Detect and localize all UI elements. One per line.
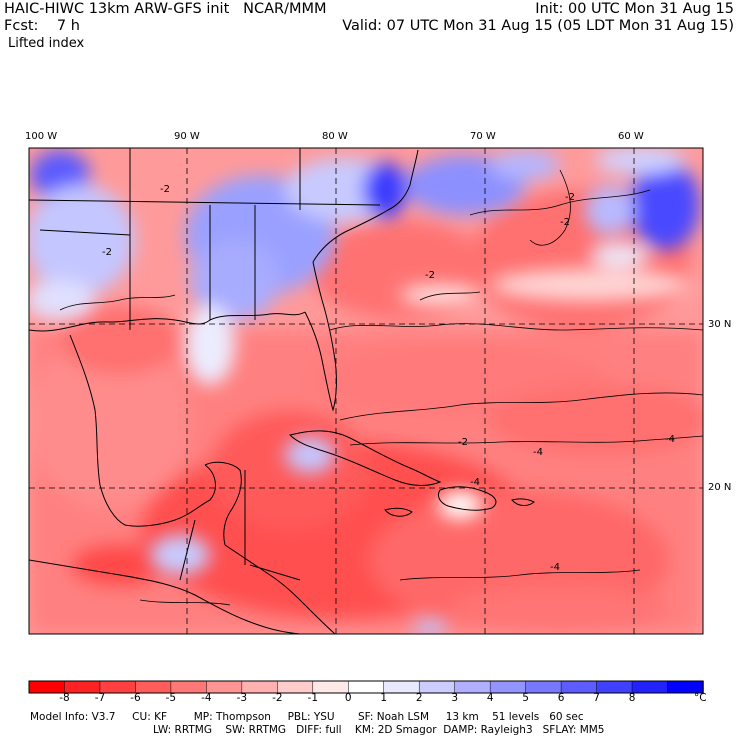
contour-label: -4 [550, 562, 560, 573]
colorbar-outline [28, 680, 704, 694]
contour-label: -4 [533, 447, 543, 458]
colorbar-unit: °C [694, 692, 707, 704]
colorbar-tick-label: -8 [59, 692, 70, 704]
colorbar-tick-label: 1 [380, 692, 388, 704]
colorbar-tick-label: 2 [415, 692, 423, 704]
colorbar-tick-label: 5 [522, 692, 529, 704]
contour-label: -4 [470, 477, 480, 488]
contour-label: -2 [560, 217, 570, 228]
colorbar-tick-label: 0 [344, 692, 352, 704]
colorbar-tick-label: 8 [628, 692, 636, 704]
lon-label-70w: 70 W [470, 131, 496, 142]
contour-label: -2 [458, 437, 468, 448]
model-info-line1: Model Info: V3.7 CU: KF MP: Thompson PBL… [30, 711, 584, 723]
colorbar-tick-label: -4 [201, 692, 212, 704]
lon-label-80w: 80 W [322, 131, 348, 142]
lon-label-60w: 60 W [618, 131, 644, 142]
lon-label-90w: 90 W [174, 131, 200, 142]
contour-label: -2 [160, 184, 170, 195]
lon-label-100w: 100 W [25, 131, 58, 142]
lat-label-30n: 30 N [708, 319, 732, 330]
map-frame [28, 147, 704, 635]
init-time: Init: 00 UTC Mon 31 Aug 15 [535, 1, 734, 17]
colorbar-tick-label: -1 [307, 692, 319, 704]
colorbar [28, 680, 704, 694]
map-field: -2 -2 -2 -2 -2 -2 -4 -4 -4 -4 [29, 148, 703, 634]
contour-label: -2 [425, 270, 435, 281]
colorbar-tick-label: -2 [272, 692, 283, 704]
colorbar-tick-label: -7 [94, 692, 106, 704]
forecast-hour: Fcst: 7 h [4, 18, 80, 34]
lat-label-20n: 20 N [708, 482, 732, 493]
colorbar-tick-label: 6 [557, 692, 565, 704]
colorbar-tick-label: 4 [486, 692, 494, 704]
colorbar-tick-label: -3 [236, 692, 248, 704]
valid-time: Valid: 07 UTC Mon 31 Aug 15 (05 LDT Mon … [342, 18, 734, 34]
contour-label: -2 [102, 247, 112, 258]
model-title: HAIC-HIWC 13km ARW-GFS init NCAR/MMM [4, 1, 327, 17]
colorbar-tick-label: -5 [165, 692, 177, 704]
contour-label: -4 [665, 434, 675, 445]
contour-label: -2 [565, 192, 575, 203]
colorbar-tick-label: 3 [451, 692, 459, 704]
colorbar-tick-label: -6 [130, 692, 141, 704]
colorbar-tick-label: 7 [593, 692, 600, 704]
field-name: Lifted index [8, 36, 85, 51]
model-info-line2: LW: RRTMG SW: RRTMG DIFF: full KM: 2D Sm… [153, 724, 605, 736]
